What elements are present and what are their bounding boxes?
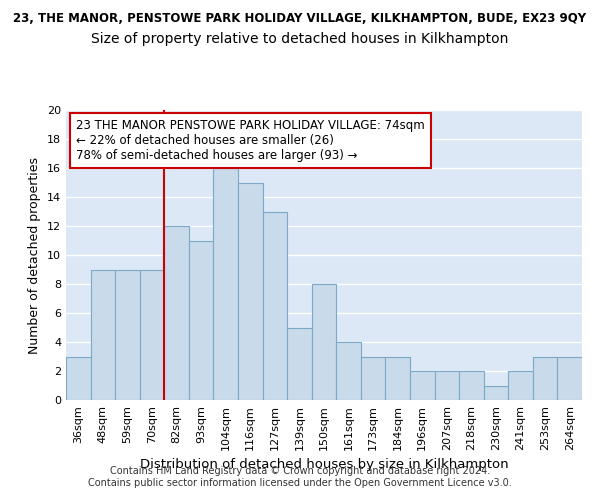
Bar (508, 371, 533, 400)
Bar (91, 270, 115, 400)
Bar (385, 356, 410, 400)
Bar (312, 284, 336, 400)
Bar (263, 212, 287, 400)
Bar (140, 270, 164, 400)
Bar (189, 240, 214, 400)
Bar (66, 356, 91, 400)
Bar (434, 371, 459, 400)
Bar (287, 328, 312, 400)
Text: 23, THE MANOR, PENSTOWE PARK HOLIDAY VILLAGE, KILKHAMPTON, BUDE, EX23 9QY: 23, THE MANOR, PENSTOWE PARK HOLIDAY VIL… (13, 12, 587, 26)
Bar (238, 182, 263, 400)
Bar (557, 356, 582, 400)
Bar (115, 270, 140, 400)
Y-axis label: Number of detached properties: Number of detached properties (28, 156, 41, 354)
Text: Contains HM Land Registry data © Crown copyright and database right 2024.
Contai: Contains HM Land Registry data © Crown c… (88, 466, 512, 487)
Bar (459, 371, 484, 400)
Text: 23 THE MANOR PENSTOWE PARK HOLIDAY VILLAGE: 74sqm
← 22% of detached houses are s: 23 THE MANOR PENSTOWE PARK HOLIDAY VILLA… (76, 118, 425, 162)
Text: Size of property relative to detached houses in Kilkhampton: Size of property relative to detached ho… (91, 32, 509, 46)
Bar (533, 356, 557, 400)
Bar (484, 386, 508, 400)
Bar (410, 371, 434, 400)
Bar (214, 168, 238, 400)
Bar (336, 342, 361, 400)
Bar (361, 356, 385, 400)
X-axis label: Distribution of detached houses by size in Kilkhampton: Distribution of detached houses by size … (140, 458, 508, 471)
Bar (164, 226, 189, 400)
